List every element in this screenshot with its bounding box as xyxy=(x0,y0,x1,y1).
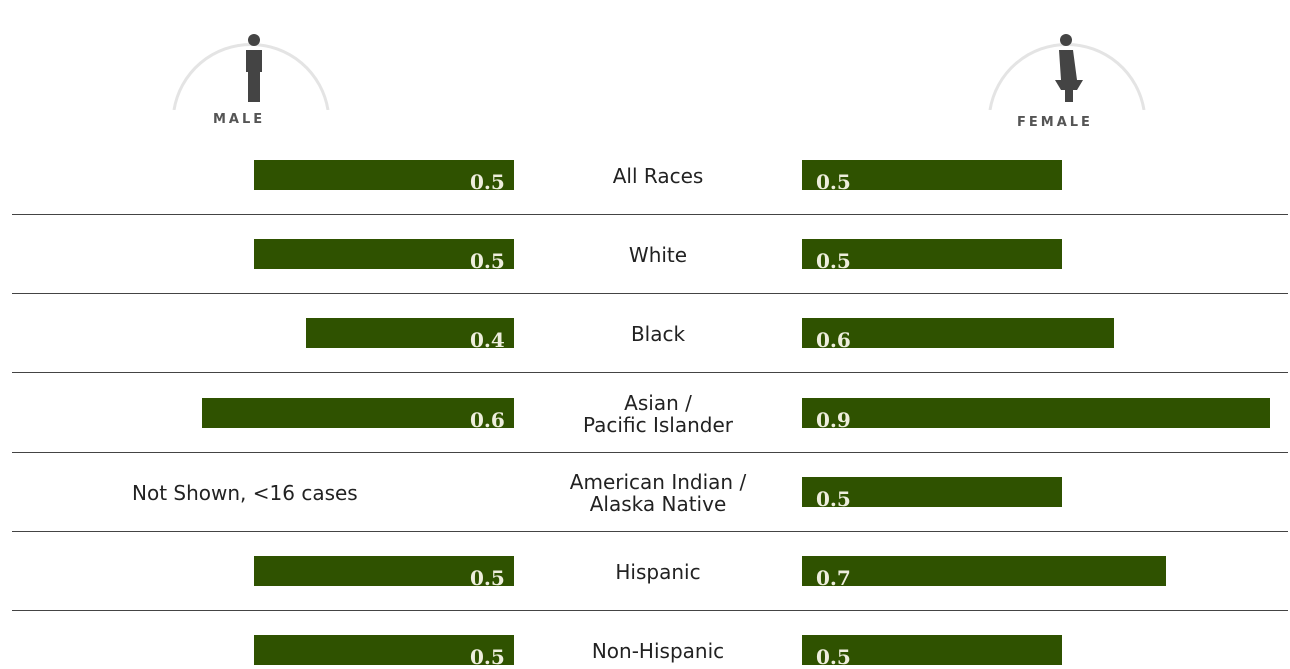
value-label: 0.6 xyxy=(816,328,851,353)
female-icon xyxy=(988,34,1146,110)
row-separator xyxy=(12,293,1288,295)
value-label: 0.5 xyxy=(816,486,851,511)
bar xyxy=(802,318,1114,349)
category-label: Non-Hispanic xyxy=(591,639,725,664)
bar xyxy=(254,239,514,270)
row-separator xyxy=(12,372,1288,374)
bar xyxy=(802,397,1270,428)
row-separator xyxy=(12,530,1288,532)
value-label: 0.9 xyxy=(816,407,851,432)
value-label: 0.5 xyxy=(470,249,505,274)
bar xyxy=(802,556,1166,586)
value-label: 0.6 xyxy=(470,407,505,432)
value-label: 0.5 xyxy=(470,645,505,669)
category-label: All Races xyxy=(612,164,704,188)
row-separator xyxy=(12,451,1288,453)
male-label: MALE xyxy=(213,112,266,127)
missing-note: Not Shown, <16 cases xyxy=(132,480,358,505)
category-label: White xyxy=(628,243,688,268)
category-label: Asian / Pacific Islander xyxy=(583,390,733,437)
category-label: Hispanic xyxy=(615,560,701,584)
bar xyxy=(802,476,1062,507)
value-label: 0.5 xyxy=(816,249,851,274)
value-label: 0.4 xyxy=(470,328,505,353)
bar xyxy=(254,160,514,190)
male-icon xyxy=(172,34,330,110)
value-label: 0.5 xyxy=(470,566,505,590)
bar xyxy=(306,318,514,349)
bar xyxy=(254,635,514,666)
value-label: 0.5 xyxy=(816,645,851,669)
bar xyxy=(802,635,1062,666)
bar xyxy=(802,239,1062,270)
value-label: 0.5 xyxy=(470,170,505,194)
female-label: FEMALE xyxy=(1017,115,1093,130)
bar xyxy=(202,397,514,428)
row-separator xyxy=(12,610,1288,611)
row-separator xyxy=(12,214,1288,215)
category-label: American Indian / Alaska Native xyxy=(569,469,747,516)
value-label: 0.5 xyxy=(816,170,851,194)
bar xyxy=(802,160,1062,190)
bar xyxy=(254,556,514,586)
value-label: 0.7 xyxy=(816,566,851,590)
category-label: Black xyxy=(630,322,686,347)
